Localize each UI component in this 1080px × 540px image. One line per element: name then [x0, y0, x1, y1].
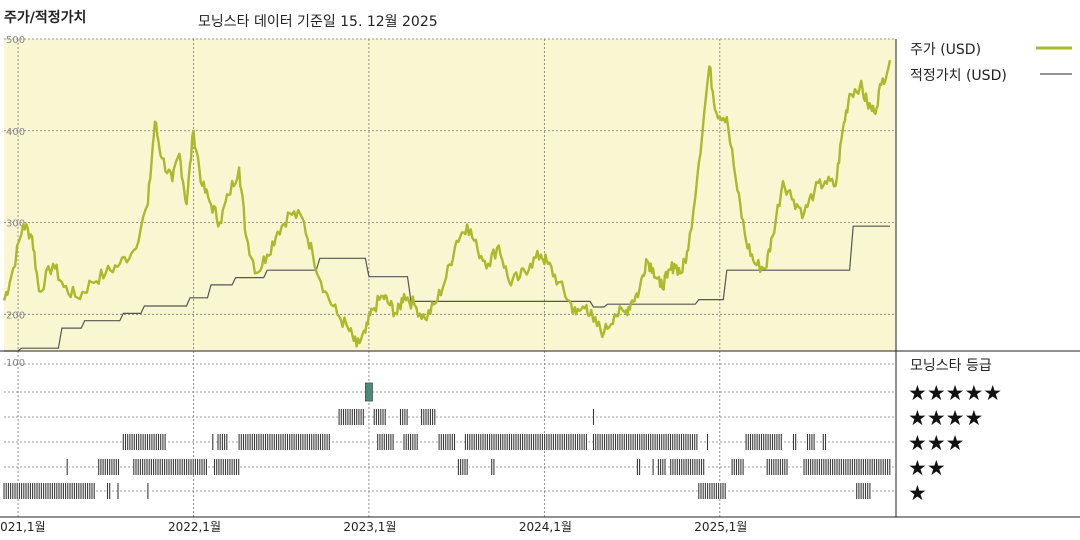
rating-bar-2star-7: [652, 459, 655, 475]
rating-bar-3star-9: [706, 434, 710, 450]
rating-bar-4star-3: [421, 409, 436, 425]
rating-bar-3star-6: [438, 434, 457, 450]
legend-fair-value-label: 적정가치 (USD): [910, 68, 1007, 84]
rating-bar-bg: [400, 409, 408, 425]
rating-bar-4star-2: [399, 409, 408, 425]
rating-legend-1-star: ★: [908, 481, 927, 505]
x-tick-label-2: 2023,1월: [343, 520, 396, 534]
rating-bar-3star-8: [592, 434, 699, 450]
rating-bar-3star-7: [464, 434, 589, 450]
rating-bar-4star-4: [592, 409, 596, 425]
legend-price-label: 주가 (USD): [910, 42, 981, 58]
rating-bar-2star-2: [133, 459, 208, 475]
rating-bar-bg: [653, 459, 655, 475]
rating-bar-3star-2: [217, 434, 229, 450]
rating-bar-2star-10: [731, 459, 745, 475]
rating-legend-4-stars: ★★★★: [908, 406, 983, 430]
rating-bar-3star-5: [403, 434, 419, 450]
y-axis-ticks: 500 400 300 200: [6, 35, 25, 321]
rating-bar-2star-5: [491, 459, 496, 475]
rating-bar-3star-3: [238, 434, 331, 450]
fair-value-line: [4, 225, 890, 352]
rating-bar-bg: [458, 459, 469, 475]
rating-bar-2star-1: [98, 459, 120, 475]
y-tick-label-200: 200: [6, 310, 25, 321]
rating-bar-2star-0: [66, 459, 69, 475]
rating-bar-2star-12: [803, 459, 891, 475]
rating-bar-4star-1: [373, 409, 387, 425]
rating-bar-1star-5: [856, 483, 871, 499]
rating-bar-1star-3: [147, 483, 150, 499]
rating-bar-3star-4: [377, 434, 394, 450]
x-axis-ticks: 2021,1월 2022,1월 2023,1월 2024,1월 2025,1월: [0, 520, 747, 534]
rating-bar-4star-0: [338, 409, 364, 425]
rating-bar-bg: [212, 434, 215, 450]
rating-bar-1star-4: [698, 483, 727, 499]
data-date-subtitle: 모닝스타 데이터 기준일 15. 12월 2025: [198, 14, 438, 30]
rating-bar-bg: [218, 434, 229, 450]
rating-legend-2-stars: ★★: [908, 456, 946, 480]
rating-bar-3star-0: [122, 434, 168, 450]
horizontal-gridlines: [4, 38, 896, 315]
price-line: [2, 59, 892, 348]
rating-mark-5star: [365, 382, 373, 402]
rating-legend-title: 모닝스타 등급: [910, 358, 992, 374]
x-tick-label-3: 2024,1월: [519, 520, 572, 534]
rating-y-tick-label: 100: [6, 358, 25, 369]
rating-bars: [3, 382, 891, 499]
rating-bar-3star-12: [806, 434, 817, 450]
rating-bar-2star-11: [766, 459, 789, 475]
chart-title: 주가/적정가치: [4, 9, 86, 26]
rating-bar-2star-4: [457, 459, 469, 475]
y-tick-label-300: 300: [6, 219, 25, 230]
rating-bar-bg: [707, 434, 710, 450]
rating-bar-3star-10: [745, 434, 783, 450]
rating-legend-3-stars: ★★★: [908, 431, 964, 455]
x-tick-label-4: 2025,1월: [694, 520, 747, 534]
rating-bar-3star-1: [212, 434, 215, 450]
y-tick-label-400: 400: [6, 127, 25, 138]
rating-bar-bg: [593, 409, 596, 425]
rating-bar-2star-9: [670, 459, 706, 475]
rating-bar-1star-1: [106, 483, 112, 499]
y-tick-label-500: 500: [6, 35, 25, 46]
rating-bar-bg: [214, 459, 240, 475]
rating-bar-2star-3: [213, 459, 240, 475]
rating-bar-bg: [147, 483, 150, 499]
rating-bar-1star-0: [3, 483, 96, 499]
rating-bar-bg: [67, 459, 69, 475]
rating-bar-2star-6: [636, 459, 641, 475]
rating-bar-3star-11: [792, 434, 798, 450]
rating-bar-1star-2: [117, 483, 120, 499]
x-tick-label-0: 2021,1월: [0, 520, 46, 534]
rating-bar-bg: [339, 409, 364, 425]
rating-bar-5star-0: [365, 382, 373, 402]
price-panel-background: [4, 39, 896, 351]
rating-bar-bg: [746, 434, 783, 450]
x-tick-label-1: 2022,1월: [168, 520, 221, 534]
rating-bar-2star-8: [657, 459, 668, 475]
rating-legend-5-stars: ★★★★★: [908, 381, 1002, 405]
rating-bar-3star-13: [822, 434, 827, 450]
rating-bar-bg: [118, 483, 120, 499]
